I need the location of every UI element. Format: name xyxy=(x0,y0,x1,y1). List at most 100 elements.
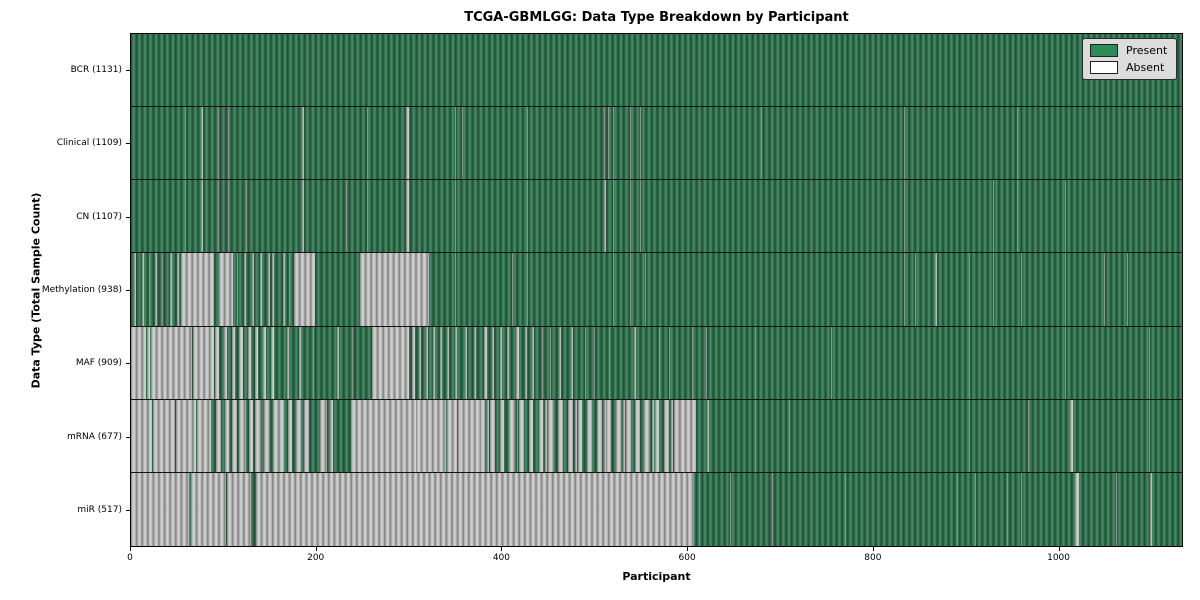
absent-segment xyxy=(245,180,248,253)
absent-segment xyxy=(447,399,458,472)
absent-segment xyxy=(515,326,520,399)
absent-segment xyxy=(288,253,290,326)
absent-segment xyxy=(406,180,410,253)
absent-segment xyxy=(1150,472,1152,546)
absent-segment xyxy=(625,399,631,472)
absent-segment xyxy=(201,107,203,180)
absent-segment xyxy=(623,399,625,472)
absent-segment xyxy=(272,399,280,472)
xtick-mark xyxy=(130,547,131,551)
absent-segment xyxy=(181,253,215,326)
absent-segment xyxy=(176,399,196,472)
absent-segment xyxy=(295,399,301,472)
ytick-label-methylation: Methylation (938) xyxy=(41,285,122,295)
absent-segment xyxy=(639,107,641,180)
absent-segment xyxy=(268,253,270,326)
absent-segment xyxy=(519,399,524,472)
absent-segment xyxy=(754,326,756,399)
absent-segment xyxy=(528,399,534,472)
ytick-label-clinical: Clinical (1109) xyxy=(56,138,122,149)
absent-segment xyxy=(629,253,631,326)
absent-segment xyxy=(729,472,731,546)
absent-segment xyxy=(228,107,230,180)
legend-label-absent: Absent xyxy=(1126,61,1165,74)
absent-segment xyxy=(131,326,146,399)
absent-segment xyxy=(218,180,220,253)
absent-segment xyxy=(425,326,428,399)
absent-segment xyxy=(594,326,596,399)
absent-segment xyxy=(903,253,906,326)
legend-label-present: Present xyxy=(1126,44,1168,57)
ytick-mark xyxy=(126,436,130,438)
absent-segment xyxy=(224,399,230,472)
absent-segment xyxy=(359,253,430,326)
absent-segment xyxy=(526,107,528,180)
absent-segment xyxy=(1116,472,1118,546)
absent-segment xyxy=(256,472,695,546)
absent-segment xyxy=(585,326,587,399)
absent-segment xyxy=(458,399,481,472)
absent-segment xyxy=(169,253,172,326)
absent-segment xyxy=(1017,180,1019,253)
y-axis-title: Data Type (Total Sample Count) xyxy=(29,192,43,389)
absent-segment xyxy=(612,107,615,180)
xtick-mark xyxy=(1058,547,1060,551)
absent-segment xyxy=(668,326,670,399)
matrix-row-maf xyxy=(131,326,1182,400)
absent-segment xyxy=(336,326,339,399)
absent-segment xyxy=(968,253,970,326)
absent-segment xyxy=(1065,253,1067,326)
absent-segment xyxy=(298,326,301,399)
absent-segment xyxy=(184,107,186,180)
absent-segment xyxy=(416,399,447,472)
absent-segment xyxy=(131,399,153,472)
ytick-label-maf: MAF (909) xyxy=(75,358,122,369)
legend: Present Absent xyxy=(1082,38,1178,80)
absent-segment xyxy=(461,107,463,180)
absent-segment xyxy=(574,399,577,472)
absent-segment xyxy=(367,107,369,180)
absent-segment xyxy=(232,326,235,399)
matrix-row-methylation xyxy=(131,253,1182,327)
absent-segment xyxy=(511,253,513,326)
absent-segment xyxy=(255,399,261,472)
absent-segment xyxy=(844,472,846,546)
absent-segment xyxy=(320,399,328,472)
absent-segment xyxy=(903,107,906,180)
absent-segment xyxy=(1069,399,1073,472)
absent-segment xyxy=(484,326,487,399)
absent-segment xyxy=(232,399,237,472)
absent-segment xyxy=(153,399,176,472)
absent-segment xyxy=(1148,399,1150,472)
absent-swatch-icon xyxy=(1090,61,1118,74)
absent-segment xyxy=(975,472,977,546)
absent-segment xyxy=(433,326,435,399)
present-fill xyxy=(131,34,1182,107)
absent-segment xyxy=(419,326,422,399)
absent-segment xyxy=(956,472,958,546)
ytick-label-mir: miR (517) xyxy=(77,505,122,516)
xtick-label-400: 400 xyxy=(492,553,511,563)
absent-segment xyxy=(473,326,476,399)
present-fill xyxy=(131,326,1182,399)
absent-segment xyxy=(516,399,519,472)
xtick-mark xyxy=(872,547,874,551)
absent-segment xyxy=(538,399,544,472)
matrix-row-cn xyxy=(131,180,1182,254)
present-fill xyxy=(131,180,1182,253)
absent-segment xyxy=(707,399,709,472)
absent-segment xyxy=(597,399,602,472)
ytick-mark xyxy=(126,69,130,71)
absent-segment xyxy=(486,399,489,472)
absent-segment xyxy=(447,326,449,399)
absent-segment xyxy=(992,180,995,253)
absent-segment xyxy=(218,107,220,180)
absent-segment xyxy=(1006,472,1008,546)
absent-segment xyxy=(312,326,314,399)
absent-segment xyxy=(346,180,348,253)
matrix-row-mir xyxy=(131,472,1182,546)
absent-segment xyxy=(639,180,641,253)
absent-segment xyxy=(1017,107,1019,180)
absent-segment xyxy=(177,253,180,326)
absent-segment xyxy=(992,253,995,326)
